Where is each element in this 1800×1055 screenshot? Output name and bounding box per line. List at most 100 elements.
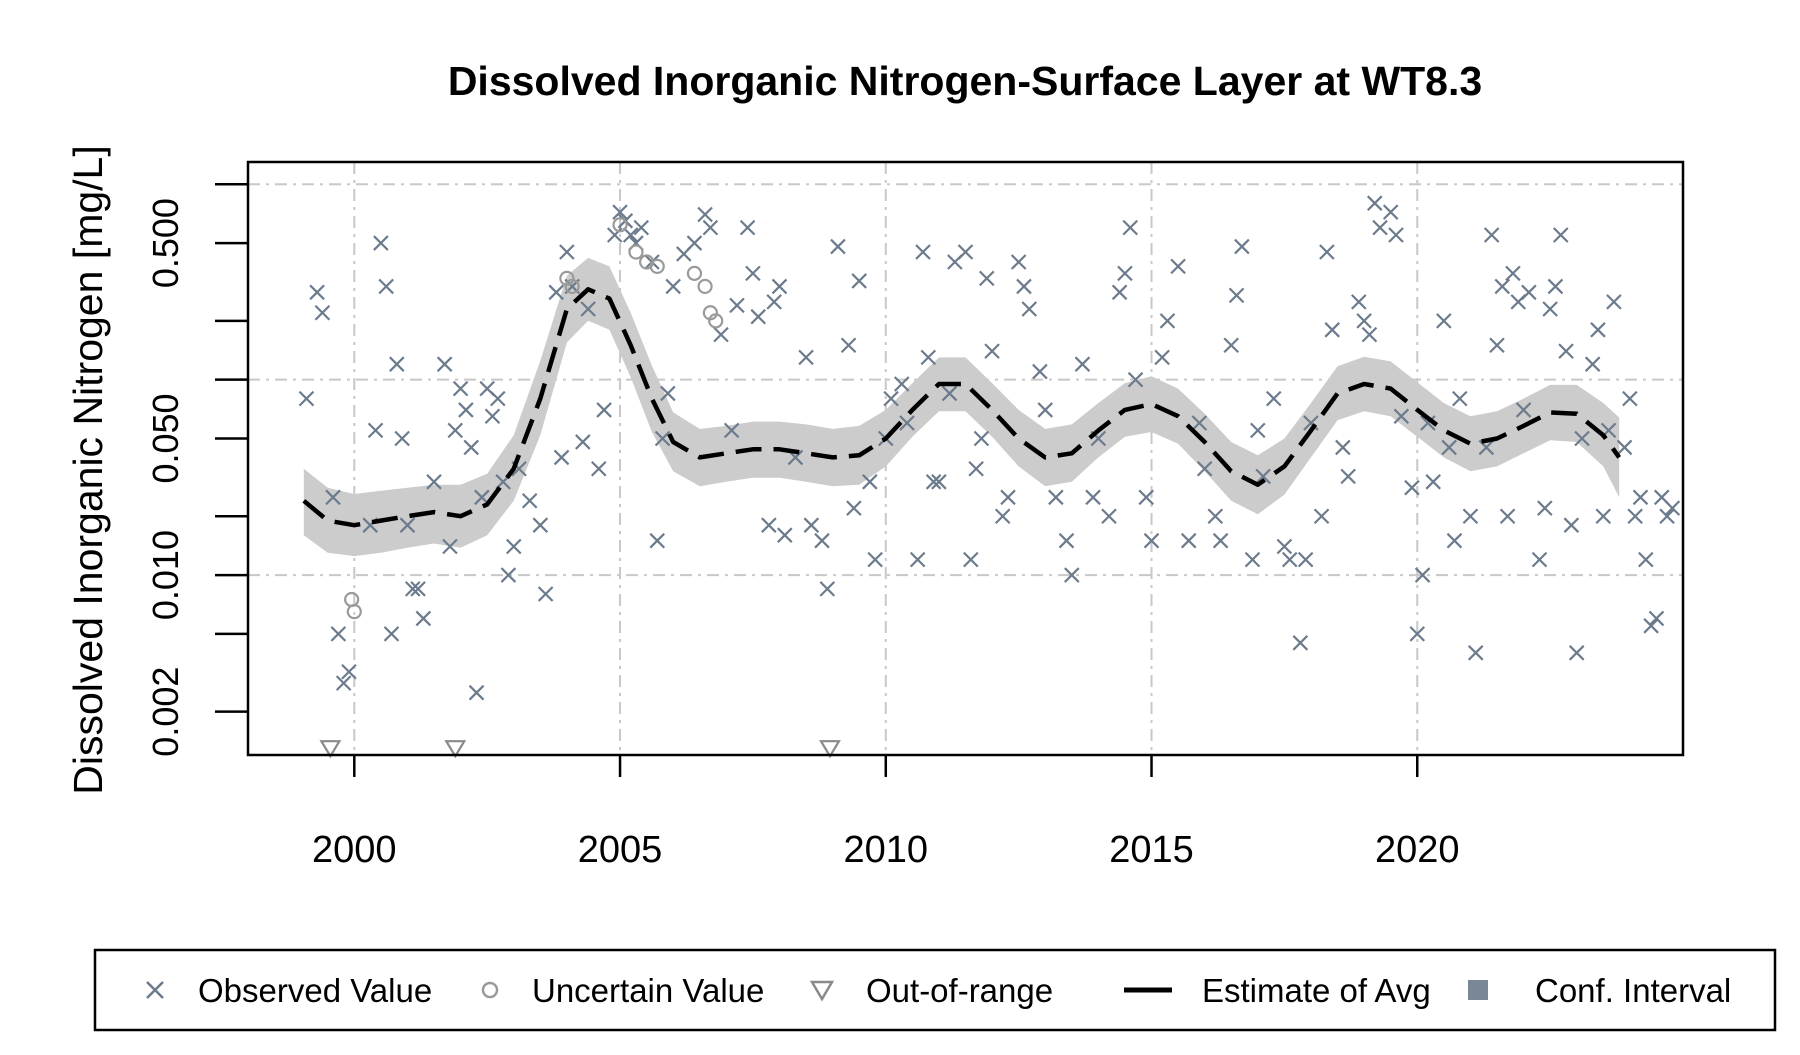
observed-point: [575, 434, 591, 450]
observed-point: [761, 517, 777, 533]
y-axis-label: Dissolved Inorganic Nitrogen [mg/L]: [65, 145, 111, 794]
observed-point: [426, 474, 442, 490]
observed-point: [1281, 551, 1298, 568]
plot-area: [248, 162, 1683, 759]
observed-point: [383, 626, 400, 642]
x-tick-label: 2020: [1375, 829, 1460, 871]
observed-point: [580, 301, 596, 317]
observed-point: [1292, 635, 1309, 651]
observed-point: [596, 402, 612, 418]
observed-point: [1032, 363, 1048, 380]
legend-label: Conf. Interval: [1535, 972, 1731, 1009]
observed-point: [468, 684, 485, 701]
observed-point: [458, 402, 474, 418]
observed-point: [325, 489, 341, 506]
observed-point: [1085, 489, 1101, 506]
observed-point: [1659, 508, 1675, 525]
observed-point: [1489, 337, 1505, 354]
observed-point: [1016, 278, 1032, 295]
y-tick-label: 0.010: [145, 530, 186, 620]
observed-point: [622, 227, 639, 243]
observed-point: [1436, 313, 1452, 329]
uncertain-point: [612, 217, 628, 233]
observed-point: [984, 343, 1000, 359]
observed-point: [1234, 238, 1250, 255]
observed-point: [1542, 301, 1558, 317]
observed-point: [394, 430, 410, 447]
out-of-range-point: [819, 740, 841, 759]
observed-point: [1000, 489, 1016, 506]
observed-point: [1255, 468, 1271, 485]
observed-point: [1313, 508, 1330, 525]
observed-point: [766, 294, 782, 310]
observed-point: [1505, 265, 1521, 282]
observed-point: [1191, 415, 1208, 431]
observed-point: [309, 284, 325, 301]
observed-point: [537, 586, 554, 602]
observed-point: [1159, 313, 1176, 329]
observed-point: [973, 430, 990, 447]
x-tick-label: 2015: [1109, 829, 1194, 871]
observed-point: [335, 675, 352, 691]
observed-point: [404, 581, 421, 597]
observed-point: [723, 422, 740, 439]
observed-point: [1521, 284, 1537, 301]
observed-point: [851, 273, 867, 289]
observed-point: [1622, 390, 1638, 407]
uncertain-point: [697, 278, 713, 295]
observed-point: [442, 538, 458, 555]
legend-symbol-circle: [481, 981, 499, 999]
observed-point: [968, 460, 984, 477]
confidence-interval-band: [303, 257, 1620, 557]
observed-point: [378, 278, 394, 295]
legend-label: Out-of-range: [866, 972, 1053, 1009]
legend-symbol-cross: [146, 981, 164, 999]
observed-point: [925, 474, 942, 490]
observed-point: [1180, 532, 1197, 549]
observed-point: [862, 474, 878, 490]
out-of-range-point: [319, 740, 342, 759]
uncertain-point: [564, 278, 580, 295]
observed-point: [1048, 489, 1064, 506]
observed-point: [1372, 219, 1388, 236]
observed-point: [745, 265, 761, 282]
observed-point: [686, 235, 703, 251]
observed-point: [1515, 402, 1532, 418]
x-tick-label: 2005: [578, 829, 663, 871]
observed-point: [1324, 322, 1340, 338]
observed-point: [1632, 489, 1649, 506]
observed-point: [1244, 551, 1261, 568]
observed-point: [1382, 204, 1399, 220]
observed-point: [893, 376, 910, 392]
observed-point: [1483, 227, 1500, 243]
observed-point: [1446, 532, 1463, 549]
legend-symbol-square: [1468, 980, 1488, 1000]
observed-point: [846, 500, 862, 516]
observed-point: [1616, 439, 1633, 456]
observed-point: [1276, 538, 1293, 555]
observed-point: [410, 581, 426, 597]
legend-label: Uncertain Value: [532, 972, 764, 1009]
observed-point: [1393, 408, 1410, 425]
legend-box: [93, 948, 1777, 1032]
observed-point: [373, 235, 389, 251]
observed-point: [830, 238, 846, 255]
observed-point: [1606, 294, 1622, 310]
observed-point: [1340, 468, 1356, 485]
observed-point: [1111, 284, 1128, 301]
observed-point: [1361, 326, 1378, 343]
observed-point: [899, 415, 915, 431]
observed-point: [1648, 610, 1665, 627]
observed-point: [447, 422, 464, 439]
observed-point: [1154, 349, 1170, 366]
observed-point: [1212, 532, 1229, 549]
observed-point: [463, 439, 479, 456]
observed-point: [1441, 439, 1457, 456]
observed-point: [1414, 567, 1431, 583]
legend-label: Observed Value: [198, 972, 432, 1009]
observed-point: [978, 270, 995, 287]
observed-point: [1058, 532, 1075, 549]
observed-point: [1584, 356, 1601, 372]
observed-point: [548, 284, 565, 301]
